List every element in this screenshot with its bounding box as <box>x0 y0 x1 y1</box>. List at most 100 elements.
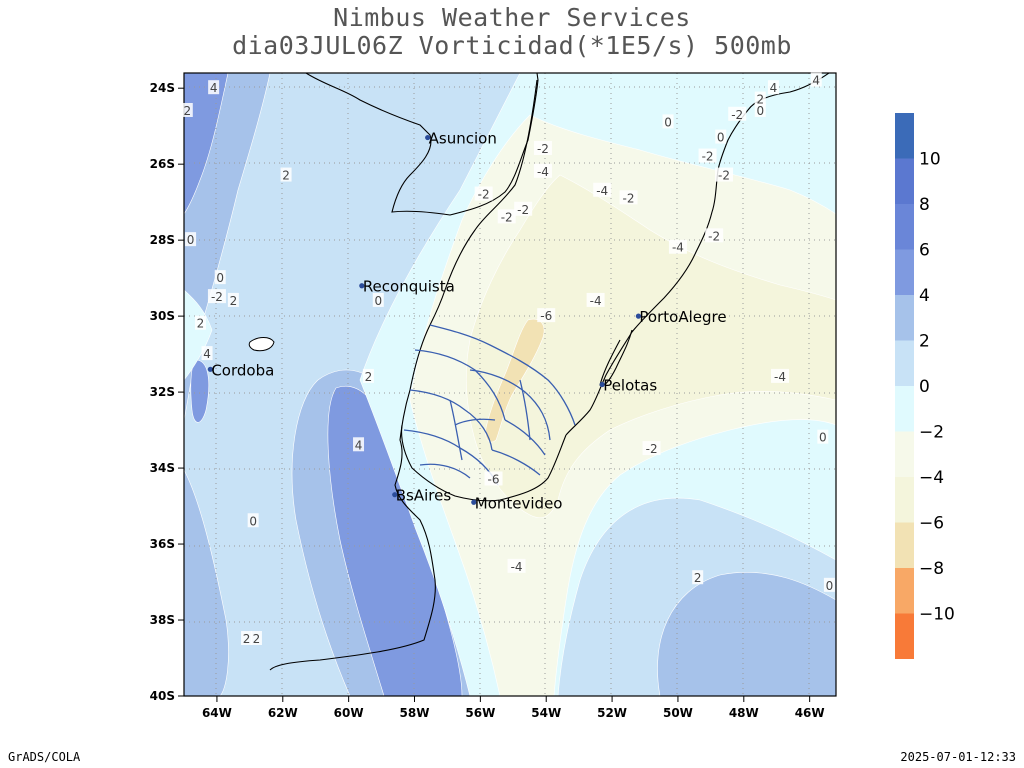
svg-text:-4: -4 <box>672 241 684 255</box>
svg-text:2: 2 <box>694 571 702 585</box>
border-brazil-argentina <box>429 79 538 326</box>
contour-label: 2 <box>754 91 766 107</box>
contour-label: 2 <box>692 570 704 585</box>
svg-text:4: 4 <box>812 74 820 88</box>
axis-labels: 64W 62W 60W 58W 56W 54W 52W 50W 48W 46W 24S 26S 28S 3… <box>150 81 825 720</box>
svg-text:2: 2 <box>756 93 764 107</box>
contour-label: -4 <box>533 163 552 179</box>
chart-title: Nimbus Weather Services <box>333 3 691 32</box>
svg-text:0: 0 <box>826 579 834 593</box>
lon-tick-label: 46W <box>795 706 825 720</box>
svg-text:0: 0 <box>756 104 764 118</box>
city-label: Cordoba <box>211 361 274 379</box>
contour-label: -4 <box>586 292 605 308</box>
contour-label: -4 <box>593 182 612 198</box>
city-label: PortoAlegre <box>639 308 726 326</box>
svg-text:4: 4 <box>355 438 363 452</box>
legend-label: −8 <box>919 559 944 579</box>
contour-label: -4 <box>668 239 687 255</box>
city-pelotas: Pelotas <box>599 377 657 395</box>
city-markers: Asuncion Reconquista Cordoba BsAires Montevi… <box>207 130 727 512</box>
coast-argentina-east <box>269 324 436 671</box>
color-legend: 10 8 6 4 2 0 −2 −4 −6 −8 −10 <box>895 113 955 659</box>
city-montevideo: Montevideo <box>471 494 562 512</box>
contour-band-minus4toMinus6 <box>466 174 836 519</box>
svg-text:-4: -4 <box>774 370 786 384</box>
lat-tick-label: 24S <box>150 81 175 95</box>
legend-swatch <box>895 295 914 341</box>
contour-label: -4 <box>507 558 526 574</box>
border-paraguay <box>305 73 539 216</box>
svg-text:4: 4 <box>203 347 211 361</box>
lat-tick-label: 40S <box>150 689 175 703</box>
contour-label: 4 <box>767 80 779 95</box>
svg-text:-2: -2 <box>211 290 223 304</box>
contour-label: -2 <box>474 186 493 202</box>
city-portoalegre: PortoAlegre <box>635 308 727 326</box>
contour-cordoba-max <box>190 359 209 423</box>
contour-label: 2 <box>362 368 374 384</box>
svg-text:2: 2 <box>183 104 191 118</box>
svg-text:2: 2 <box>253 632 261 646</box>
svg-text:0: 0 <box>664 115 672 129</box>
lon-tick-label: 52W <box>597 706 627 720</box>
lon-tick-label: 48W <box>729 706 759 720</box>
lat-tick-label: 36S <box>150 537 175 551</box>
lon-tick-label: 54W <box>531 706 561 720</box>
city-bsaires: BsAires <box>392 487 451 505</box>
contour-label: 0 <box>754 102 766 118</box>
legend-label: 0 <box>919 377 930 397</box>
city-dot <box>359 283 365 289</box>
contour-label: 4 <box>353 437 365 452</box>
svg-text:-2: -2 <box>501 210 513 224</box>
legend-swatch <box>895 113 914 159</box>
legend-label: 10 <box>919 150 941 170</box>
lon-tick-label: 56W <box>465 706 495 720</box>
city-reconquista: Reconquista <box>359 278 455 296</box>
contour-label: 0 <box>817 429 829 445</box>
city-asuncion: Asuncion <box>425 130 497 148</box>
legend-label: −6 <box>919 514 944 534</box>
svg-text:2: 2 <box>365 370 373 384</box>
coast-uruguay <box>401 424 567 502</box>
chart-subtitle: dia03JUL06Z Vorticidad(*1E5/s) 500mb <box>232 31 792 60</box>
lat-tick-label: 26S <box>150 157 175 171</box>
lon-tick-label: 50W <box>663 706 693 720</box>
contour-label: -6 <box>484 471 503 486</box>
contour-label: -2 <box>715 167 734 183</box>
city-dot <box>425 134 431 141</box>
city-dot <box>599 381 605 388</box>
city-dot <box>207 366 213 372</box>
contour-label: 2 <box>227 292 239 308</box>
svg-text:-2: -2 <box>718 169 730 183</box>
svg-text:-4: -4 <box>590 294 602 308</box>
contour-label: -2 <box>514 201 533 217</box>
svg-text:-2: -2 <box>623 191 635 205</box>
contour-label: 0 <box>823 577 835 593</box>
grid-lines <box>184 73 836 696</box>
vorticity-field <box>184 73 836 696</box>
legend-swatch <box>895 613 914 659</box>
contour-label: 2 <box>250 631 262 646</box>
svg-text:-2: -2 <box>708 229 720 243</box>
contour-label: 2 <box>241 631 253 646</box>
contour-band-west-0to2 <box>184 289 213 381</box>
legend-swatch <box>895 158 914 204</box>
svg-text:-6: -6 <box>488 472 500 486</box>
svg-text:-4: -4 <box>596 184 608 198</box>
lon-tick-label: 60W <box>334 706 364 720</box>
city-label: Reconquista <box>363 278 455 296</box>
contour-label: -2 <box>497 209 516 224</box>
svg-text:-2: -2 <box>731 108 743 122</box>
map-boundaries <box>269 73 831 671</box>
legend-swatch <box>895 204 914 250</box>
contour-label: 0 <box>214 270 226 285</box>
lon-tick-label: 62W <box>268 706 298 720</box>
footer-timestamp: 2025-07-01-12:33 <box>900 750 1016 764</box>
svg-text:0: 0 <box>249 514 257 528</box>
svg-text:0: 0 <box>717 131 725 145</box>
contour-label: -6 <box>537 308 556 323</box>
svg-text:-4: -4 <box>511 560 523 574</box>
svg-text:0: 0 <box>216 271 224 285</box>
